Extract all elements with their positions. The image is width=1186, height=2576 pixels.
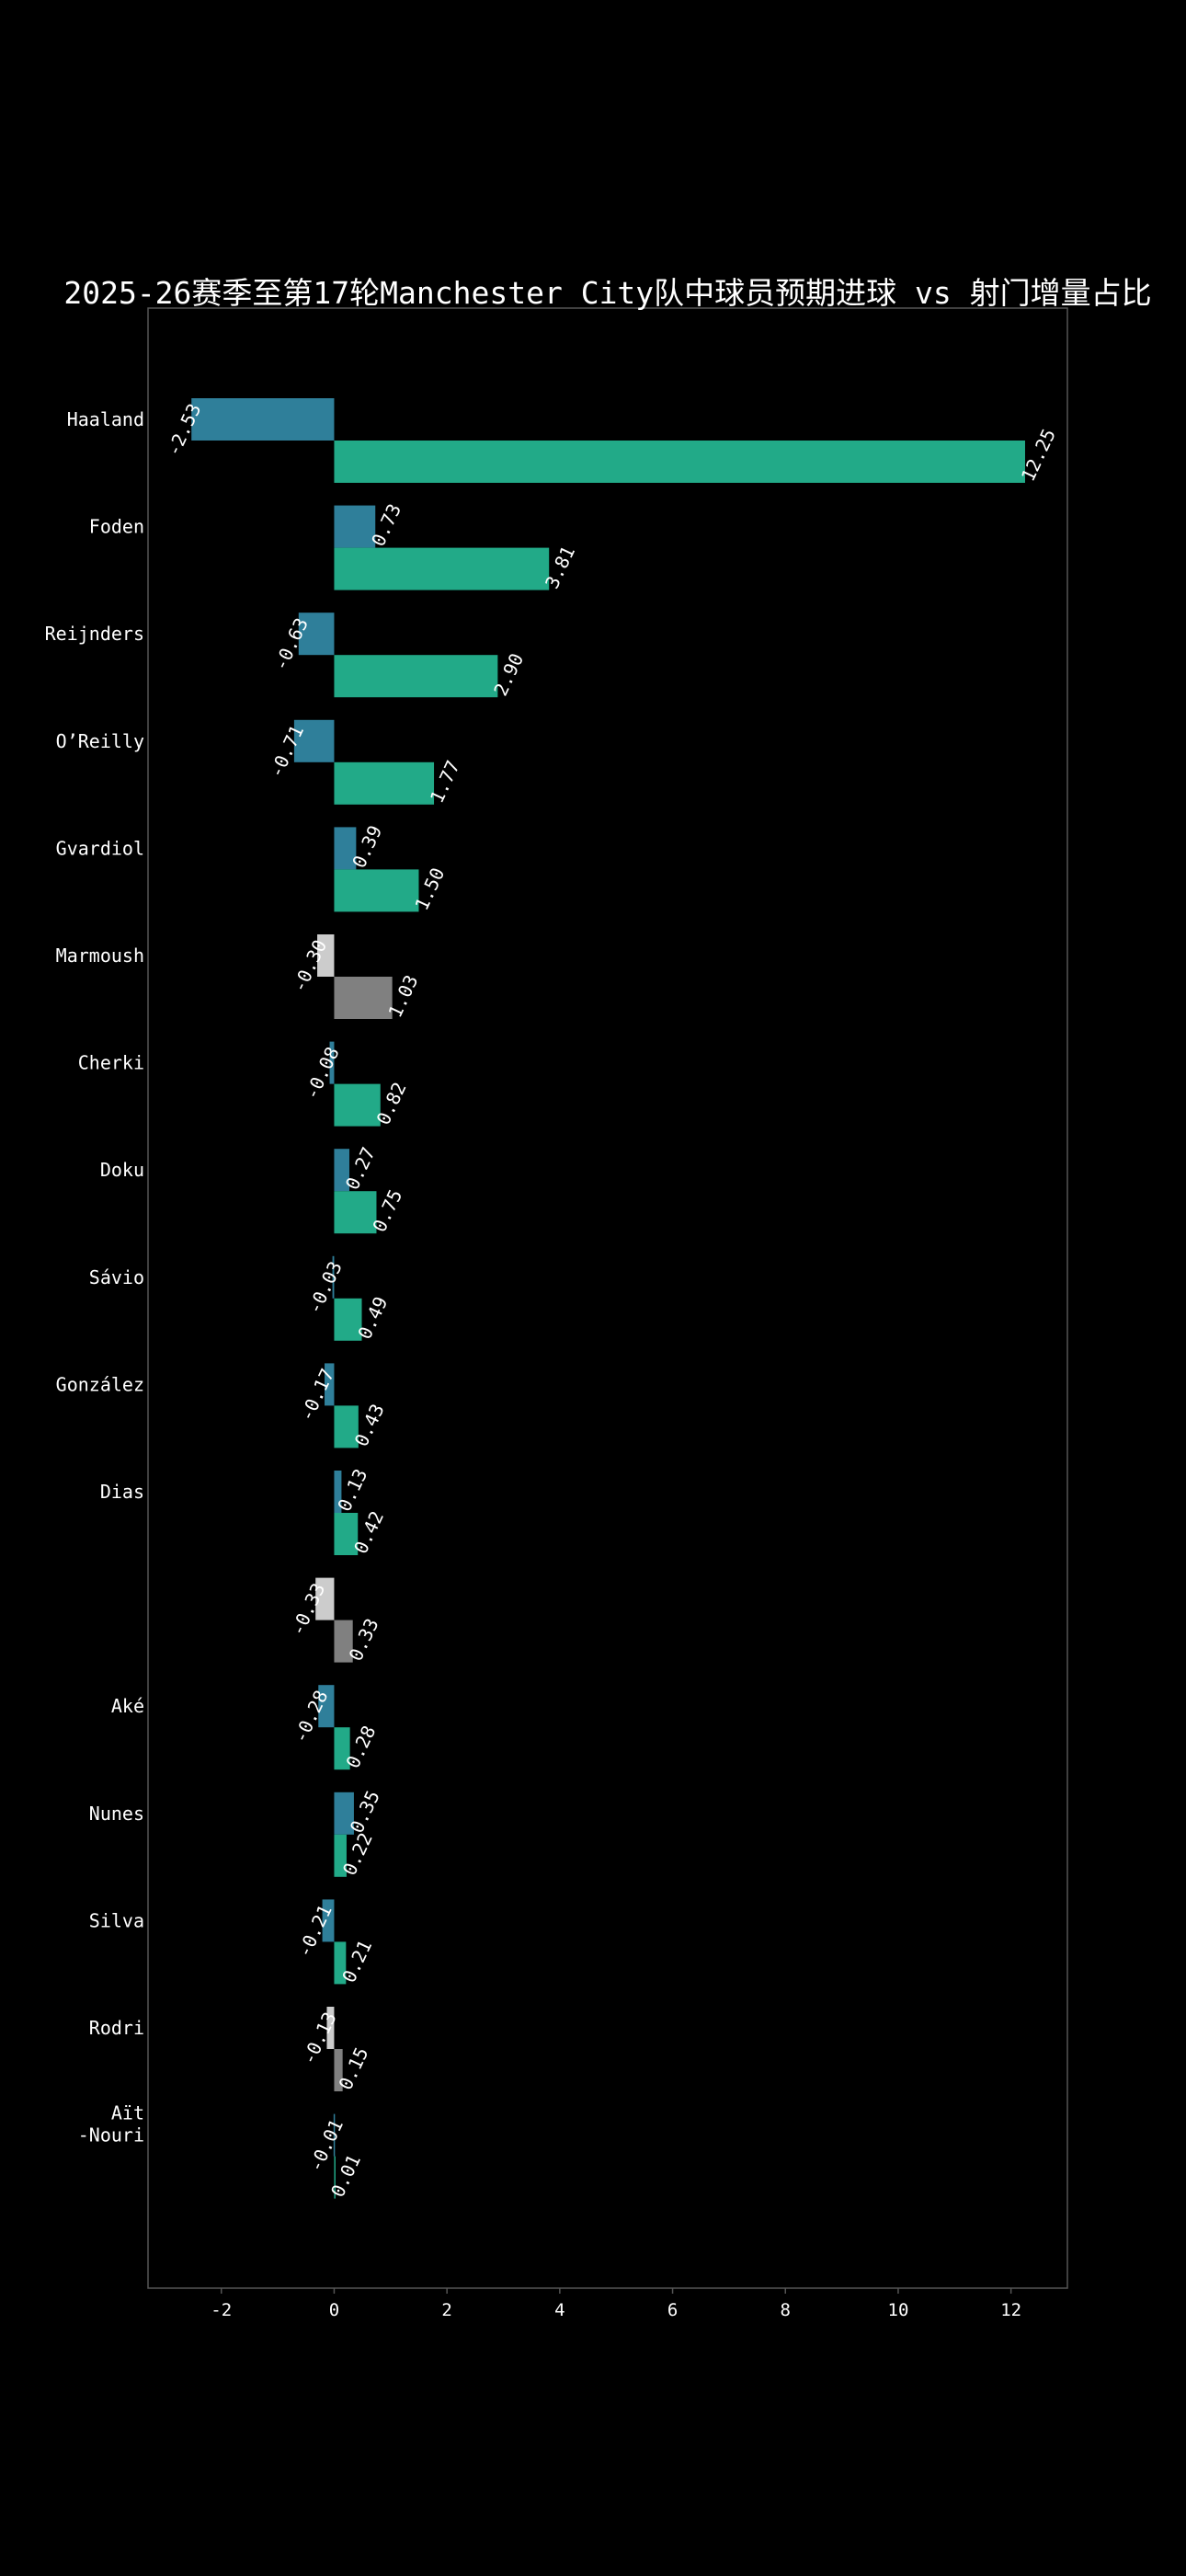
bar-b-6: [334, 1083, 381, 1127]
x-tick-label-5: 8: [781, 2300, 791, 2320]
x-tick-label-3: 4: [554, 2300, 564, 2320]
bar-a-0: [191, 398, 335, 441]
player-label-14: Silva: [89, 1909, 144, 1931]
x-tick-label-1: 0: [329, 2300, 339, 2320]
bar-a-11: [315, 1577, 335, 1620]
player-label-10: Dias: [100, 1481, 144, 1503]
bar-b-5: [334, 977, 393, 1019]
bar-a-12: [318, 1685, 335, 1728]
bar-a-9: [325, 1363, 335, 1406]
player-label-3: O’Reilly: [56, 730, 144, 752]
player-label-1: Foden: [89, 516, 144, 538]
bar-a-14: [322, 1899, 335, 1942]
bar-a-6: [329, 1041, 335, 1084]
bar-b-13: [334, 1834, 347, 1877]
bar-a-16: [333, 2113, 336, 2157]
bar-a-3: [293, 719, 335, 762]
bar-b-8: [334, 1298, 362, 1341]
x-tick-label-6: 10: [888, 2300, 909, 2320]
player-label-15: Rodri: [89, 2017, 144, 2039]
bar-a-4: [334, 827, 357, 870]
bar-a-1: [334, 505, 376, 548]
player-label-9: González: [56, 1373, 144, 1395]
bar-a-10: [334, 1471, 342, 1513]
bar-b-3: [334, 761, 435, 805]
bar-b-4: [334, 869, 419, 912]
bar-a-13: [334, 1792, 354, 1835]
bar-a-7: [334, 1149, 350, 1192]
player-label-8: Sávio: [89, 1266, 144, 1288]
bar-a-15: [326, 2007, 335, 2049]
player-label-4: Gvardiol: [56, 837, 144, 859]
chart-title: 2025-26赛季至第17轮Manchester City队中球员预期进球 vs…: [63, 275, 1151, 311]
player-labels-group: Haaland Foden Reijnders O’Reilly Gvardiol Mar…: [45, 408, 144, 2147]
player-label-13: Nunes: [89, 1803, 144, 1825]
player-label-0: Haaland: [67, 408, 144, 430]
plot-frame: [147, 307, 1068, 2289]
bar-b-11: [334, 1620, 353, 1663]
bars-group: [191, 398, 1025, 2199]
bar-b-15: [334, 2049, 343, 2091]
value-label-b-16: 0.01: [326, 2151, 365, 2201]
x-tick-label-0: -2: [211, 2300, 232, 2320]
x-tick-label-7: 12: [1000, 2300, 1021, 2320]
player-label-7: Doku: [100, 1159, 144, 1181]
bar-b-0: [334, 441, 1025, 483]
player-label-16: Aït -Nouri: [78, 2102, 144, 2147]
player-label-12: Aké: [111, 1695, 144, 1717]
bar-b-9: [334, 1405, 359, 1448]
bar-b-7: [334, 1191, 377, 1234]
bar-b-12: [334, 1727, 350, 1770]
player-label-5: Marmoush: [56, 945, 144, 967]
player-label-2: Reijnders: [45, 623, 144, 645]
bar-a-5: [317, 934, 335, 977]
x-tick-label-2: 2: [441, 2300, 451, 2320]
bar-b-10: [334, 1513, 359, 1555]
bar-b-16: [334, 2156, 336, 2199]
player-label-6: Cherki: [78, 1052, 144, 1074]
bar-b-14: [334, 1941, 347, 1985]
value-labels-group: -2.53 12.250.733.81-0.632.90-0.711.770.39…: [162, 400, 1060, 2201]
bar-b-2: [334, 655, 498, 698]
x-tick-label-4: 6: [667, 2300, 678, 2320]
x-axis: -2 0 2 4 6 8 10 12: [211, 2288, 1021, 2320]
bar-a-2: [298, 613, 335, 656]
bar-b-1: [334, 547, 550, 590]
bar-a-8: [332, 1255, 335, 1299]
